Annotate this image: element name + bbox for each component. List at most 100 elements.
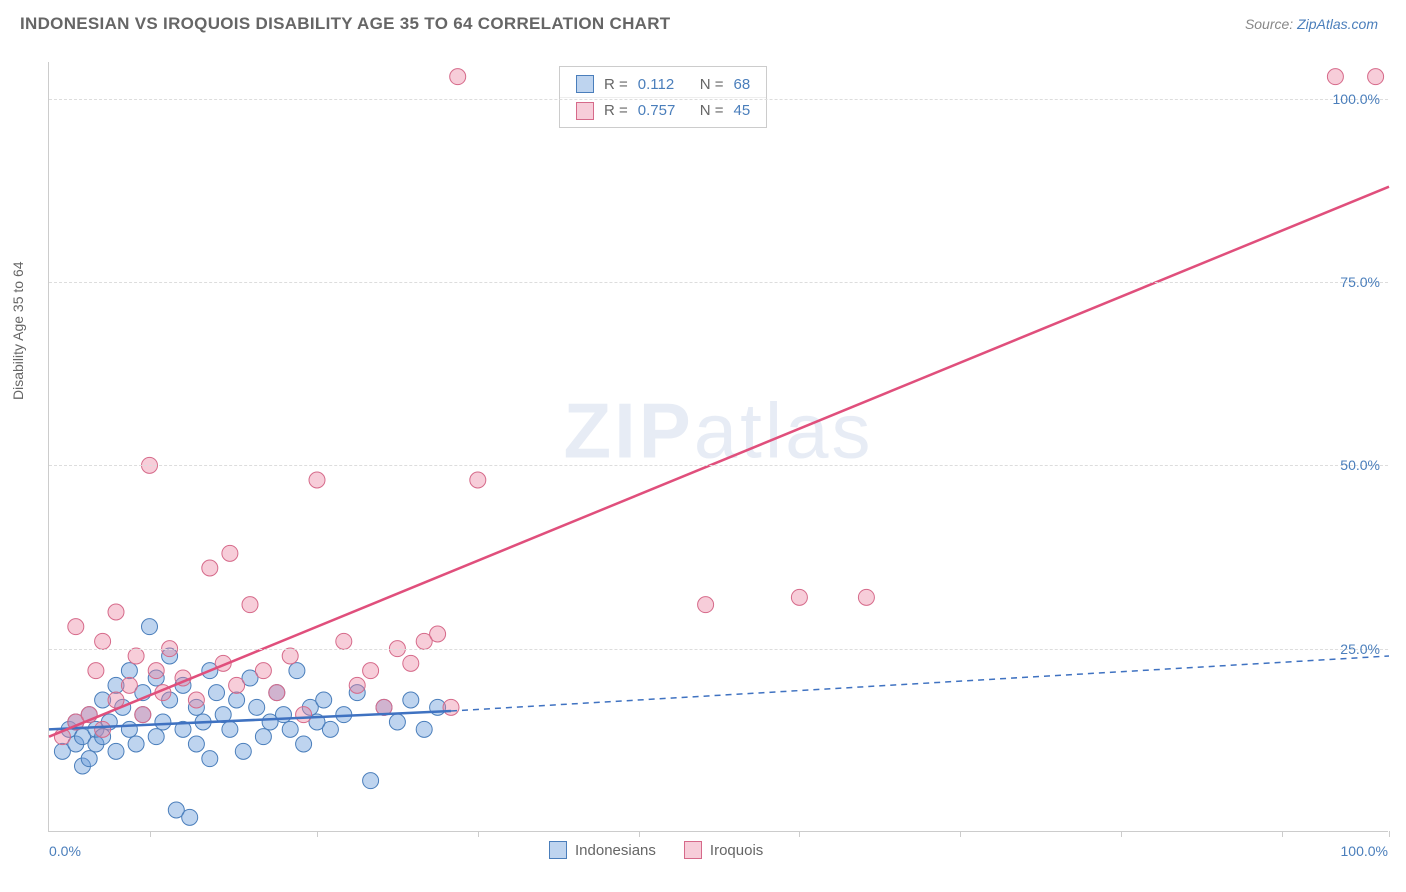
data-point	[403, 655, 419, 671]
data-point	[389, 714, 405, 730]
data-point	[148, 663, 164, 679]
data-point	[443, 699, 459, 715]
legend-label: Iroquois	[710, 842, 763, 859]
gridline-h	[49, 99, 1388, 100]
data-point	[416, 721, 432, 737]
r-label: R =	[604, 102, 628, 119]
data-point	[121, 677, 137, 693]
data-point	[349, 677, 365, 693]
legend-label: Indonesians	[575, 842, 656, 859]
data-point	[182, 809, 198, 825]
data-point	[128, 736, 144, 752]
x-tick-label: 0.0%	[49, 843, 81, 859]
source-attribution: Source: ZipAtlas.com	[1245, 16, 1378, 32]
n-label: N =	[700, 76, 724, 93]
data-point	[430, 626, 446, 642]
series-legend: Indonesians Iroquois	[549, 841, 763, 859]
data-point	[296, 707, 312, 723]
data-point	[363, 773, 379, 789]
x-tick-label: 100.0%	[1341, 843, 1388, 859]
x-tick	[1282, 831, 1283, 837]
data-point	[791, 589, 807, 605]
data-point	[289, 663, 305, 679]
data-point	[282, 721, 298, 737]
chart-title: INDONESIAN VS IROQUOIS DISABILITY AGE 35…	[20, 14, 670, 34]
data-point	[698, 597, 714, 613]
data-point	[222, 721, 238, 737]
gridline-h	[49, 282, 1388, 283]
data-point	[202, 560, 218, 576]
data-point	[336, 633, 352, 649]
data-point	[135, 707, 151, 723]
data-point	[242, 597, 258, 613]
n-value: 45	[734, 102, 751, 119]
data-point	[68, 619, 84, 635]
legend-item: Indonesians	[549, 841, 656, 859]
data-point	[188, 736, 204, 752]
n-label: N =	[700, 102, 724, 119]
x-tick	[1121, 831, 1122, 837]
data-point	[470, 472, 486, 488]
x-tick	[799, 831, 800, 837]
data-point	[403, 692, 419, 708]
source-link[interactable]: ZipAtlas.com	[1297, 16, 1378, 32]
data-point	[202, 751, 218, 767]
data-point	[121, 721, 137, 737]
data-point	[108, 604, 124, 620]
r-value: 0.757	[638, 102, 690, 119]
data-point	[229, 677, 245, 693]
chart-plot-area: ZIPatlas R = 0.112 N = 68 R = 0.757 N = …	[48, 62, 1388, 832]
chart-svg	[49, 62, 1388, 831]
legend-item: Iroquois	[684, 841, 763, 859]
data-point	[450, 69, 466, 85]
legend-swatch	[576, 75, 594, 93]
x-tick	[1389, 831, 1390, 837]
data-point	[209, 685, 225, 701]
data-point	[269, 685, 285, 701]
data-point	[1368, 69, 1384, 85]
data-point	[309, 472, 325, 488]
n-value: 68	[734, 76, 751, 93]
data-point	[81, 751, 97, 767]
trend-line-extension	[451, 656, 1389, 711]
source-prefix: Source:	[1245, 16, 1297, 32]
data-point	[121, 663, 137, 679]
data-point	[316, 692, 332, 708]
data-point	[255, 729, 271, 745]
stats-legend-row: R = 0.757 N = 45	[560, 97, 766, 123]
data-point	[88, 663, 104, 679]
data-point	[95, 633, 111, 649]
gridline-h	[49, 649, 1388, 650]
data-point	[282, 648, 298, 664]
y-axis-label: Disability Age 35 to 64	[10, 261, 26, 400]
data-point	[276, 707, 292, 723]
data-point	[296, 736, 312, 752]
data-point	[322, 721, 338, 737]
x-tick	[317, 831, 318, 837]
data-point	[1327, 69, 1343, 85]
legend-swatch	[549, 841, 567, 859]
legend-swatch	[576, 102, 594, 120]
x-tick	[960, 831, 961, 837]
data-point	[95, 721, 111, 737]
r-value: 0.112	[638, 76, 690, 93]
gridline-h	[49, 465, 1388, 466]
stats-legend-row: R = 0.112 N = 68	[560, 71, 766, 97]
data-point	[142, 619, 158, 635]
trend-line	[49, 187, 1389, 737]
r-label: R =	[604, 76, 628, 93]
data-point	[255, 663, 271, 679]
data-point	[235, 743, 251, 759]
data-point	[148, 729, 164, 745]
data-point	[222, 545, 238, 561]
y-tick-label: 100.0%	[1333, 91, 1380, 107]
data-point	[858, 589, 874, 605]
stats-legend: R = 0.112 N = 68 R = 0.757 N = 45	[559, 66, 767, 128]
data-point	[128, 648, 144, 664]
y-tick-label: 50.0%	[1340, 457, 1380, 473]
x-tick	[150, 831, 151, 837]
y-tick-label: 75.0%	[1340, 274, 1380, 290]
legend-swatch	[684, 841, 702, 859]
data-point	[229, 692, 245, 708]
x-tick	[639, 831, 640, 837]
